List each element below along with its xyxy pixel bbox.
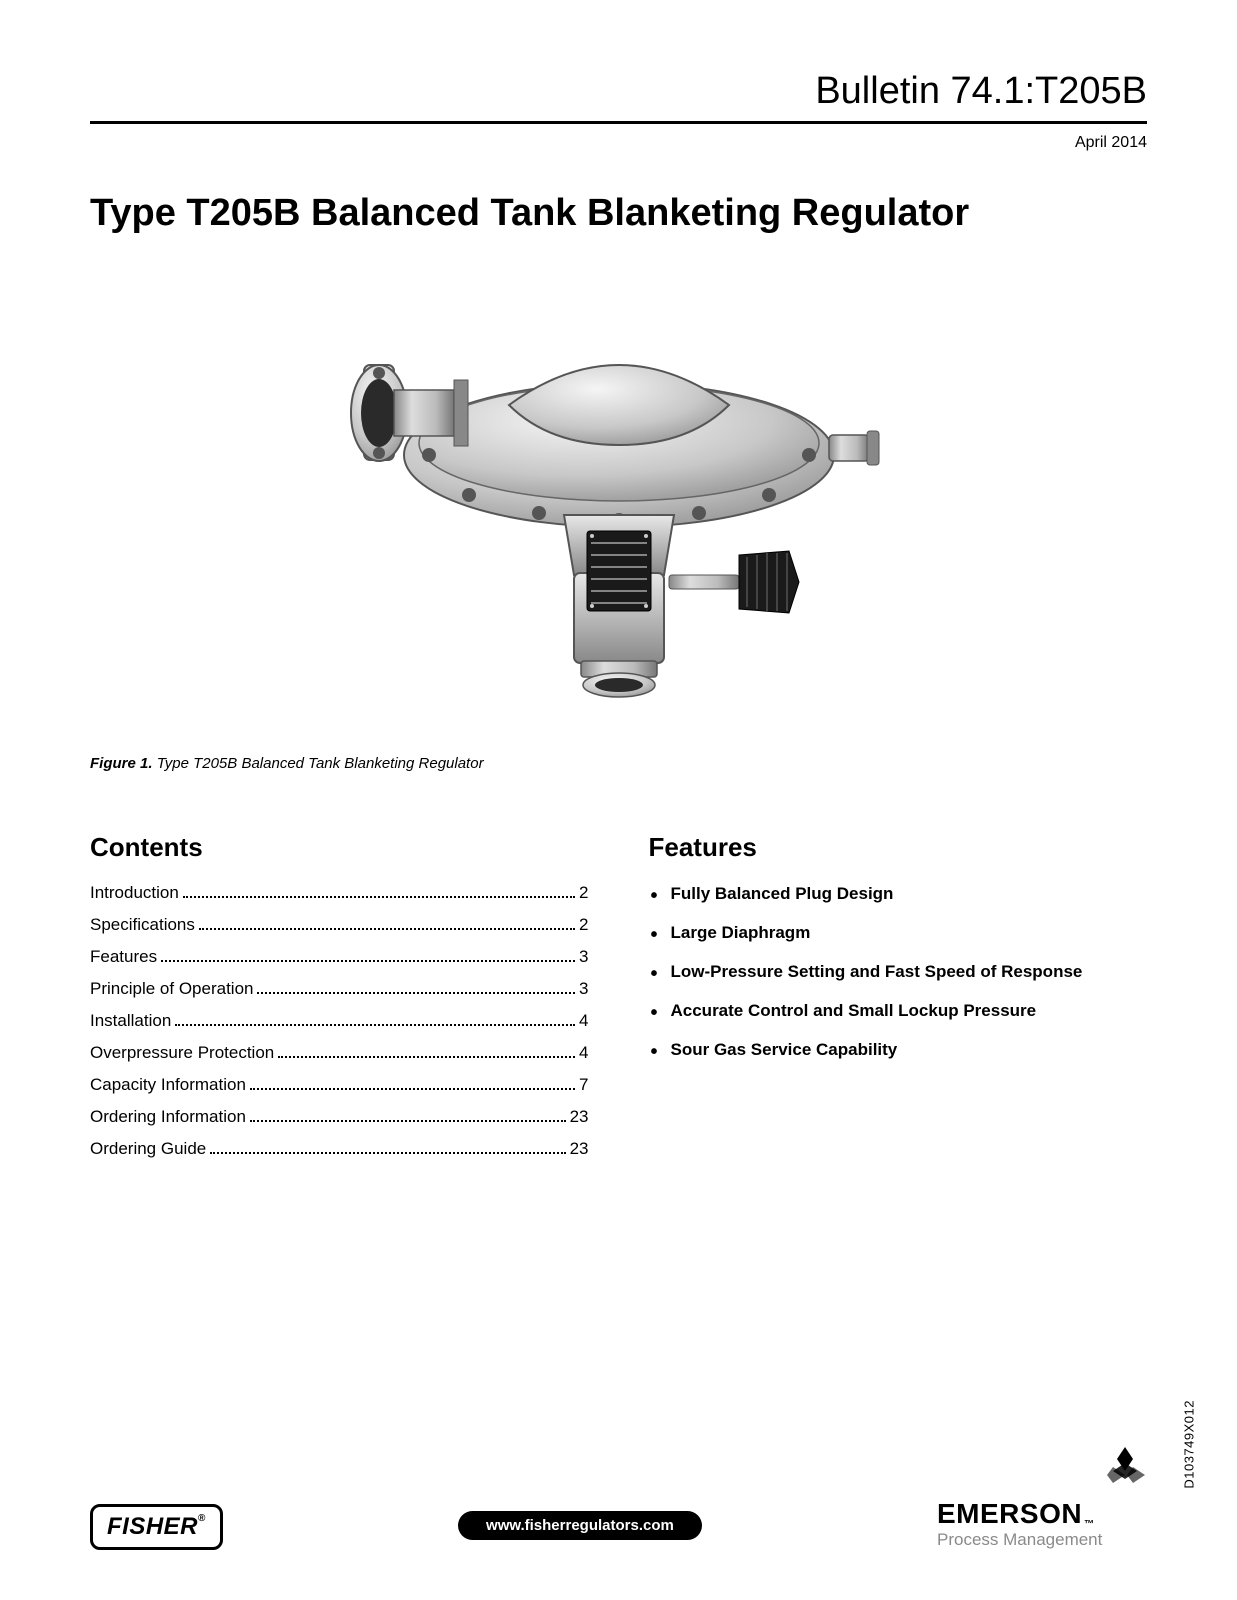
toc-item: Installation 4 [90, 1011, 589, 1031]
toc-label: Ordering Guide [90, 1139, 206, 1159]
toc-item: Capacity Information 7 [90, 1075, 589, 1095]
contents-heading: Contents [90, 832, 589, 863]
document-code: D103749X012 [1182, 1400, 1197, 1489]
toc-label: Introduction [90, 883, 179, 903]
toc-dots [278, 1056, 575, 1058]
page-footer: FISHER® www.fisherregulators.com EMERSON… [90, 1445, 1147, 1550]
contents-column: Contents Introduction 2 Specifications 2 Fea… [90, 832, 589, 1171]
feature-item: Sour Gas Service Capability [649, 1039, 1148, 1062]
toc-page: 2 [579, 915, 588, 935]
toc-label: Features [90, 947, 157, 967]
toc-item: Overpressure Protection 4 [90, 1043, 589, 1063]
website-url: www.fisherregulators.com [458, 1511, 702, 1540]
feature-item: Fully Balanced Plug Design [649, 883, 1148, 906]
emerson-tagline: Process Management [937, 1530, 1147, 1550]
figure-container [90, 275, 1147, 735]
toc-page: 3 [579, 947, 588, 967]
emerson-diamond-icon [937, 1445, 1147, 1494]
figure-caption: Figure 1. Type T205B Balanced Tank Blank… [90, 755, 1147, 772]
emerson-name: EMERSON™ [937, 1498, 1095, 1530]
feature-item: Large Diaphragm [649, 922, 1148, 945]
toc-dots [199, 928, 575, 930]
toc-label: Installation [90, 1011, 171, 1031]
toc-label: Capacity Information [90, 1075, 246, 1095]
toc-dots [257, 992, 575, 994]
bulletin-number: Bulletin 74.1:T205B [90, 70, 1147, 124]
fisher-logo-text: FISHER [107, 1513, 198, 1540]
features-heading: Features [649, 832, 1148, 863]
toc-item: Ordering Guide 23 [90, 1139, 589, 1159]
toc-item: Features 3 [90, 947, 589, 967]
content-columns: Contents Introduction 2 Specifications 2 Fea… [90, 832, 1147, 1171]
toc-item: Ordering Information 23 [90, 1107, 589, 1127]
toc-page: 2 [579, 883, 588, 903]
feature-item: Accurate Control and Small Lockup Pressu… [649, 1000, 1148, 1023]
regulator-image [309, 295, 929, 715]
toc-page: 4 [579, 1043, 588, 1063]
toc-dots [161, 960, 575, 962]
document-title: Type T205B Balanced Tank Blanketing Regu… [90, 192, 1147, 235]
toc-dots [250, 1120, 566, 1122]
features-list: Fully Balanced Plug Design Large Diaphrag… [649, 883, 1148, 1062]
toc-dots [250, 1088, 575, 1090]
features-column: Features Fully Balanced Plug Design Large… [649, 832, 1148, 1171]
toc-page: 3 [579, 979, 588, 999]
toc-item: Specifications 2 [90, 915, 589, 935]
publication-date: April 2014 [90, 134, 1147, 152]
toc-page: 23 [570, 1139, 589, 1159]
toc-dots [210, 1152, 565, 1154]
document-page: Bulletin 74.1:T205B April 2014 Type T205… [0, 0, 1237, 1600]
feature-item: Low-Pressure Setting and Fast Speed of R… [649, 961, 1148, 984]
toc-dots [183, 896, 575, 898]
toc-page: 4 [579, 1011, 588, 1031]
toc-dots [175, 1024, 575, 1026]
figure-label: Figure 1. [90, 755, 153, 772]
figure-text: Type T205B Balanced Tank Blanketing Regu… [157, 755, 484, 772]
toc-label: Principle of Operation [90, 979, 253, 999]
fisher-logo: FISHER® [90, 1504, 223, 1550]
toc-page: 23 [570, 1107, 589, 1127]
toc-label: Ordering Information [90, 1107, 246, 1127]
toc-label: Specifications [90, 915, 195, 935]
toc-label: Overpressure Protection [90, 1043, 274, 1063]
toc-item: Introduction 2 [90, 883, 589, 903]
toc-item: Principle of Operation 3 [90, 979, 589, 999]
toc-page: 7 [579, 1075, 588, 1095]
emerson-logo: EMERSON™ Process Management [937, 1445, 1147, 1550]
contents-list: Introduction2Specifications2Features3Pri… [90, 883, 589, 1159]
